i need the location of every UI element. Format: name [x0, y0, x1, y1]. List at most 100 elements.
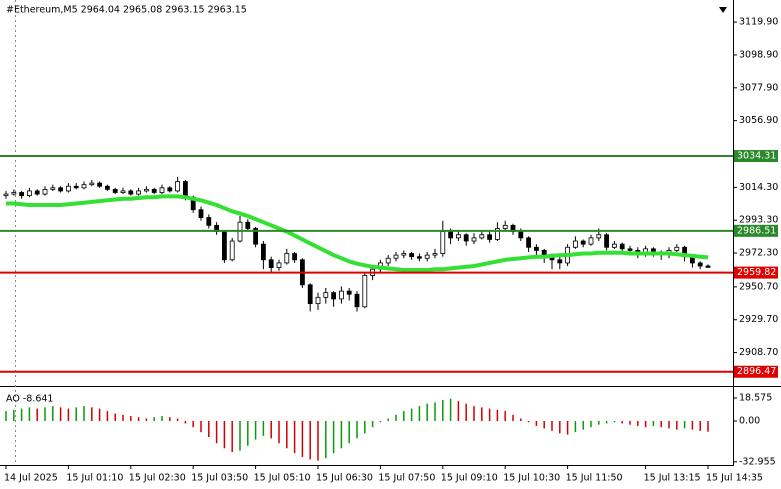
menu-arrow — [719, 7, 727, 13]
candle-body — [167, 187, 173, 192]
level-label-box — [734, 150, 778, 163]
candle-body — [89, 182, 95, 186]
candle-body — [198, 209, 204, 218]
candle-body — [50, 187, 56, 190]
candle-body — [159, 187, 165, 193]
candle-body — [245, 221, 251, 229]
indicator-title: AO -8.641 — [6, 394, 53, 405]
y-tick-label: 2993.30 — [739, 215, 778, 226]
candle-body — [471, 237, 477, 242]
candle-body — [182, 181, 188, 198]
x-tick-label: 15 Jul 11:50 — [566, 473, 623, 484]
candle-body — [143, 188, 149, 192]
candle-body — [534, 246, 539, 251]
y-tick-label: 3077.90 — [739, 82, 778, 93]
candle-body — [73, 185, 79, 189]
candle-body — [151, 188, 157, 193]
candle-body — [588, 237, 594, 245]
candle-body — [253, 228, 259, 245]
candle-body — [284, 253, 290, 264]
candle-body — [432, 253, 438, 256]
x-tick-label: 15 Jul 07:50 — [378, 473, 435, 484]
candle-body — [393, 254, 399, 259]
x-tick-label: 15 Jul 02:30 — [129, 473, 186, 484]
y-tick-label: 2929.70 — [739, 314, 778, 325]
candle-body — [409, 253, 415, 258]
candle-body — [619, 243, 625, 250]
candle-body — [705, 265, 711, 268]
candle-body — [424, 254, 430, 259]
candle-body — [440, 231, 446, 254]
y-tick-label: 3056.90 — [739, 115, 778, 126]
x-tick-label: 15 Jul 14:35 — [706, 473, 763, 484]
candle-body — [34, 190, 40, 195]
y-tick-label: 3098.90 — [739, 49, 778, 60]
level-label: 2896.47 — [737, 366, 776, 377]
y-tick-label: 3014.30 — [739, 182, 778, 193]
candle-body — [221, 231, 227, 261]
candle-body — [81, 184, 87, 189]
candle-body — [128, 190, 134, 195]
candle-body — [526, 237, 531, 248]
y-tick-label: 2972.30 — [739, 248, 778, 259]
candle-body — [3, 193, 9, 197]
candle-body — [604, 234, 609, 248]
x-tick-label: 15 Jul 05:10 — [254, 473, 311, 484]
level-label-box — [734, 224, 778, 237]
candle-body — [292, 253, 298, 261]
candle-body — [315, 296, 321, 305]
moving-average — [6, 194, 709, 272]
candle-body — [105, 185, 110, 190]
candle-body — [42, 188, 48, 195]
candle-body — [323, 292, 329, 298]
candle-body — [354, 293, 360, 308]
candle-body — [502, 224, 508, 229]
candle-body — [11, 192, 17, 195]
y-tick-label: 2908.70 — [739, 347, 778, 358]
level-label: 2959.82 — [737, 267, 776, 278]
candle-body — [455, 234, 461, 239]
candle-body — [518, 231, 524, 239]
candle-body — [338, 290, 344, 300]
candle-body — [58, 187, 63, 192]
candle-body — [19, 192, 25, 197]
candle-body — [494, 228, 500, 240]
indicator-y-tick-label: 18.575 — [739, 392, 772, 403]
candle-body — [479, 234, 485, 239]
level-label-box — [734, 365, 778, 378]
candle-body — [331, 292, 337, 300]
candle-body — [66, 185, 71, 192]
candle-body — [136, 190, 142, 195]
x-tick-label: 15 Jul 01:10 — [66, 473, 123, 484]
y-tick-label: 2950.70 — [739, 281, 778, 292]
candle-body — [401, 253, 407, 256]
candle-body — [573, 240, 578, 248]
x-tick-label: 15 Jul 10:30 — [503, 473, 560, 484]
candle-body — [385, 257, 391, 264]
candle-body — [206, 217, 212, 226]
candle-body — [674, 246, 680, 251]
candle-body — [26, 190, 32, 197]
x-tick-label: 15 Jul 13:15 — [644, 473, 701, 484]
candle-body — [448, 231, 454, 239]
level-label: 2986.51 — [737, 225, 776, 236]
y-tick-label: 3119.90 — [739, 17, 778, 28]
candle-body — [97, 182, 102, 187]
level-label: 3034.31 — [737, 151, 776, 162]
indicator-y-tick-label: -32.955 — [739, 456, 776, 467]
x-tick-label: 15 Jul 09:10 — [441, 473, 498, 484]
candle-body — [346, 290, 352, 295]
candle-body — [120, 190, 126, 193]
candle-body — [175, 181, 181, 192]
level-label-box — [734, 266, 778, 279]
candle-body — [229, 240, 235, 261]
candle-body — [612, 243, 617, 248]
candle-body — [697, 262, 703, 267]
candle-body — [112, 188, 118, 193]
candle-body — [416, 256, 422, 259]
candle-body — [276, 262, 282, 269]
candle-body — [463, 234, 469, 242]
x-tick-label: 15 Jul 03:50 — [191, 473, 248, 484]
x-tick-label: 15 Jul 06:30 — [316, 473, 373, 484]
